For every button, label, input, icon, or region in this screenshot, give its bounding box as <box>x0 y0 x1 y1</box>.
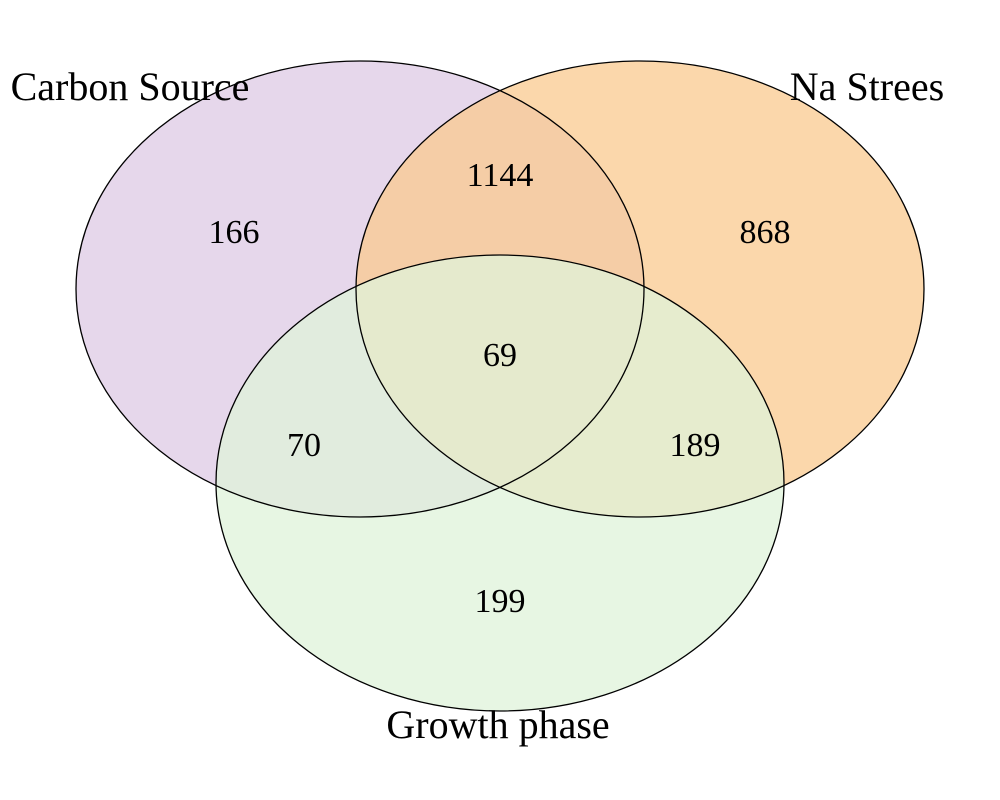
set-outlines <box>75 60 925 712</box>
set-outline-carbon <box>75 60 645 518</box>
region-count-carbon: 166 <box>209 214 260 251</box>
region-counts: 166 868 1144 69 70 189 199 <box>209 157 791 620</box>
set-labels: Carbon Source Na Strees Growth phase <box>11 64 945 747</box>
set-outline-growth <box>215 254 785 712</box>
set-label-growth: Growth phase <box>386 702 609 747</box>
set-outline-na <box>355 60 925 518</box>
region-count-carbon-growth: 70 <box>287 427 321 464</box>
set-ellipses <box>76 61 924 711</box>
region-count-carbon-na-growth: 69 <box>483 337 517 374</box>
region-count-carbon-na: 1144 <box>467 157 534 194</box>
region-count-na: 868 <box>740 214 791 251</box>
set-label-carbon: Carbon Source <box>11 64 250 109</box>
region-count-growth: 199 <box>475 583 526 620</box>
region-count-na-growth: 189 <box>670 427 721 464</box>
set-label-na: Na Strees <box>790 64 944 109</box>
set-ellipse-growth <box>216 255 784 711</box>
